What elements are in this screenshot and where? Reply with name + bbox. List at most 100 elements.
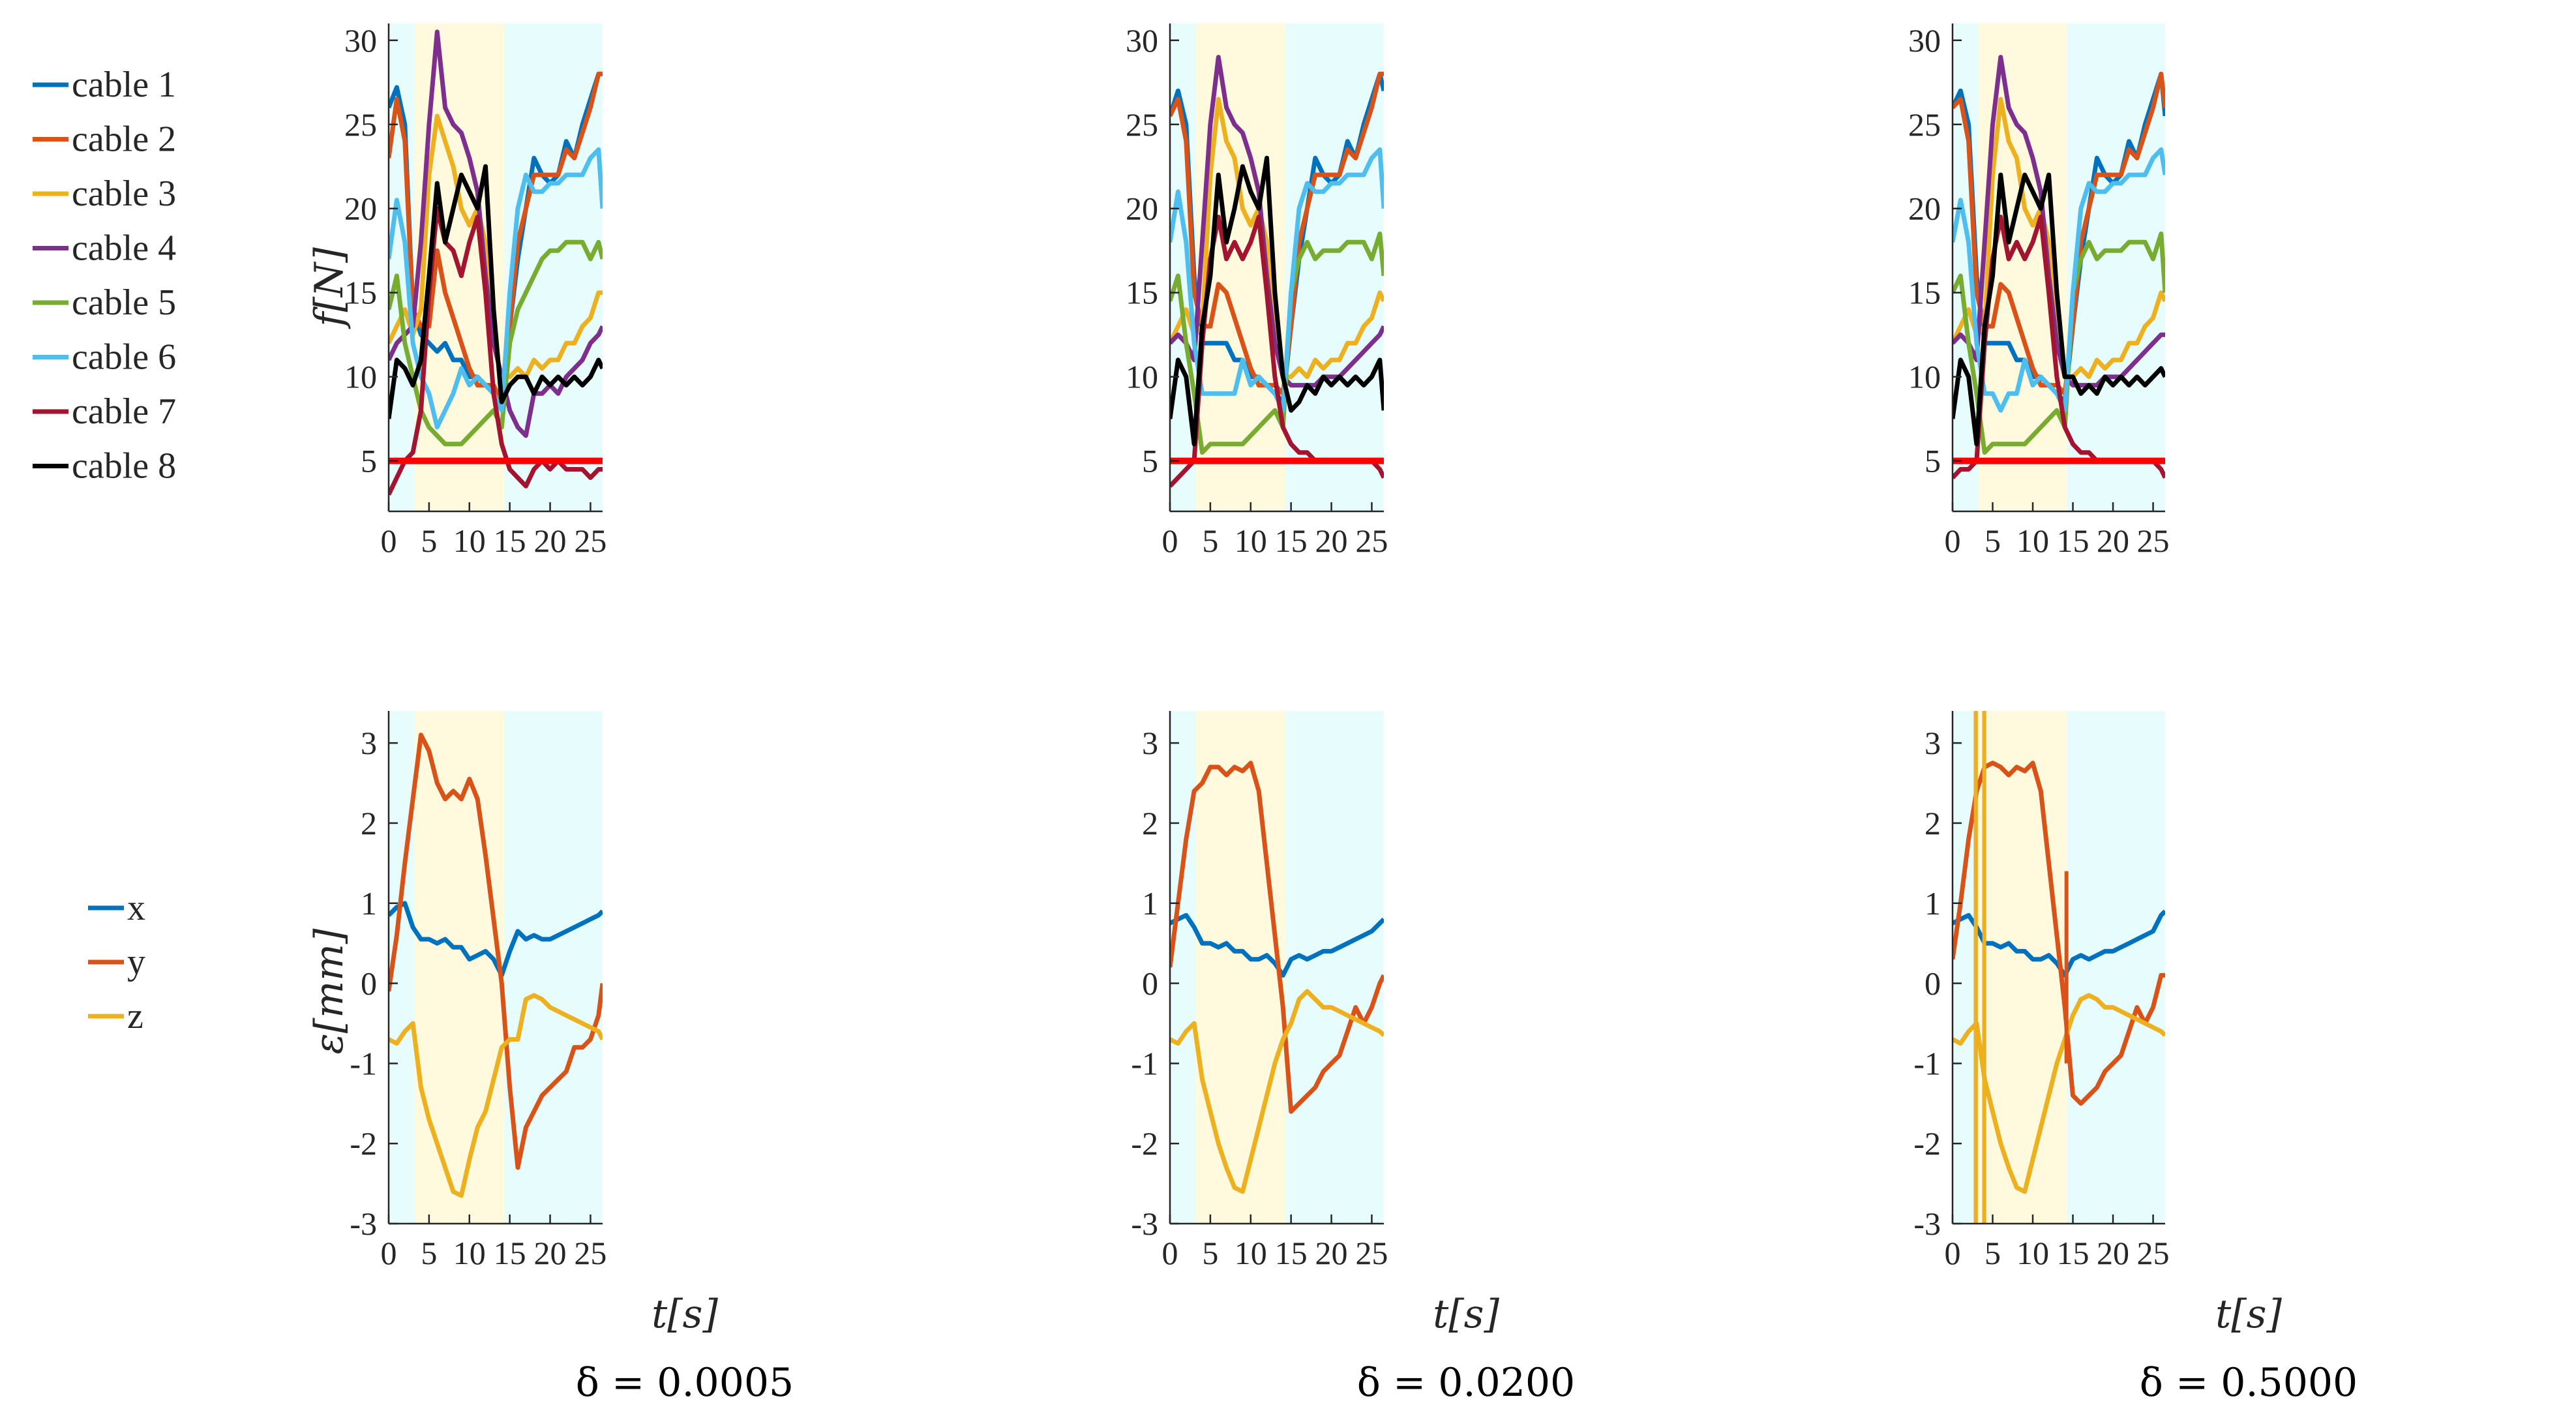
x-tick-label: 25 (574, 1235, 607, 1271)
y-tick-label: 1 (1925, 885, 1941, 922)
x-tick-label: 15 (2057, 522, 2089, 559)
plot-area (389, 29, 603, 496)
phase-band (2067, 23, 2165, 511)
y-tick-label: 30 (1908, 22, 1941, 59)
y-tick-label: 1 (361, 885, 377, 922)
error-ylabel: ε[mm] (307, 928, 352, 1054)
y-tick-label: -3 (1913, 1205, 1941, 1242)
y-tick-label: 20 (1126, 190, 1158, 227)
x-tick-label: 0 (381, 1235, 397, 1271)
x-tick-label: 20 (534, 522, 567, 559)
x-tick-label: 0 (1945, 522, 1961, 559)
y-tick-label: -1 (350, 1045, 377, 1081)
y-tick-label: 10 (344, 359, 377, 395)
phase-band (1170, 711, 1196, 1224)
y-tick-label: 30 (344, 22, 377, 59)
y-tick-label: 25 (344, 106, 377, 143)
legend-label: cable 5 (72, 282, 176, 323)
y-tick-label: 2 (1925, 805, 1941, 841)
series-line-z (389, 993, 603, 1198)
y-tick-label: 10 (1908, 359, 1941, 395)
y-tick-label: 20 (1908, 190, 1941, 227)
x-tick-label: 5 (1202, 522, 1218, 559)
series-line-z (1953, 993, 2165, 1194)
x-tick-label: 0 (1162, 1235, 1178, 1271)
series-line-cable-8 (1170, 155, 1384, 447)
x-tick-label: 25 (2137, 522, 2170, 559)
y-tick-label: 5 (361, 443, 377, 479)
phase-band (503, 711, 603, 1224)
y-tick-label: 5 (1142, 443, 1158, 479)
y-tick-label: 15 (344, 275, 377, 311)
x-tick-label: 10 (1235, 1235, 1267, 1271)
phase-band (1285, 711, 1384, 1224)
x-tick-label: 0 (1162, 522, 1178, 559)
y-tick-label: 0 (361, 965, 377, 1002)
xlabel-2: t[s] (1433, 1291, 1499, 1337)
series-line-cable-8 (389, 164, 603, 419)
x-tick-label: 5 (1202, 1235, 1218, 1271)
phase-band (2067, 711, 2165, 1224)
series-line-cable-6 (389, 147, 603, 430)
plot-area (1953, 711, 2165, 1224)
x-tick-label: 0 (381, 522, 397, 559)
xlabel-3: t[s] (2215, 1291, 2282, 1337)
series-line-cable-8 (1953, 172, 2165, 447)
plot-area (1170, 761, 1384, 1194)
x-tick-label: 10 (453, 1235, 486, 1271)
y-tick-label: 3 (361, 725, 377, 761)
x-tick-label: 10 (453, 522, 486, 559)
series-line-z (1170, 989, 1384, 1194)
legend-label: x (127, 888, 145, 928)
x-tick-label: 20 (1315, 1235, 1348, 1271)
caption-delta-1: δ = 0.0005 (576, 1360, 794, 1406)
x-tick-label: 0 (1945, 1235, 1961, 1271)
legend-label: z (127, 996, 143, 1036)
x-tick-label: 20 (1315, 522, 1348, 559)
x-tick-label: 20 (2097, 522, 2129, 559)
y-tick-label: -1 (1131, 1045, 1158, 1081)
x-tick-label: 20 (534, 1235, 567, 1271)
plot-area (1953, 55, 2165, 479)
x-tick-label: 10 (2016, 1235, 2049, 1271)
y-tick-label: -3 (350, 1205, 377, 1242)
force-legend: cable 1 cable 2 cable 3 cable 4 cable 5 cable… (33, 65, 176, 487)
xlabel-1: t[s] (651, 1291, 718, 1337)
x-tick-label: 25 (2137, 1235, 2170, 1271)
y-tick-label: 10 (1126, 359, 1158, 395)
x-tick-label: 5 (421, 1235, 437, 1271)
x-tick-label: 20 (2097, 1235, 2129, 1271)
plot-area (1170, 55, 1384, 488)
legend-label: cable 6 (72, 337, 176, 378)
y-tick-label: 15 (1126, 275, 1158, 311)
y-tick-label: 5 (1925, 443, 1941, 479)
y-tick-label: 25 (1908, 106, 1941, 143)
legend-label: cable 4 (72, 228, 176, 269)
legend-label: cable 8 (72, 446, 176, 487)
legend-label: cable 3 (72, 173, 176, 214)
y-tick-label: 15 (1908, 275, 1941, 311)
caption-delta-3: δ = 0.5000 (2140, 1360, 2358, 1406)
y-tick-label: 0 (1925, 965, 1941, 1002)
x-tick-label: 5 (1984, 1235, 2001, 1271)
error-legend: xyz (88, 888, 145, 1036)
legend-label: cable 1 (72, 65, 176, 105)
phase-band (414, 711, 504, 1224)
phase-band (1195, 711, 1285, 1224)
series-line-cable-4 (1953, 55, 2165, 388)
series-line-cable-5 (1170, 231, 1384, 455)
series-line-cable-7 (389, 206, 603, 496)
series-line-cable-4 (1170, 55, 1384, 388)
y-tick-label: 2 (1142, 805, 1158, 841)
plot-area (389, 732, 603, 1198)
y-tick-label: 1 (1142, 885, 1158, 922)
x-tick-label: 25 (1355, 522, 1388, 559)
x-tick-label: 25 (1355, 1235, 1388, 1271)
y-tick-label: 2 (361, 805, 377, 841)
